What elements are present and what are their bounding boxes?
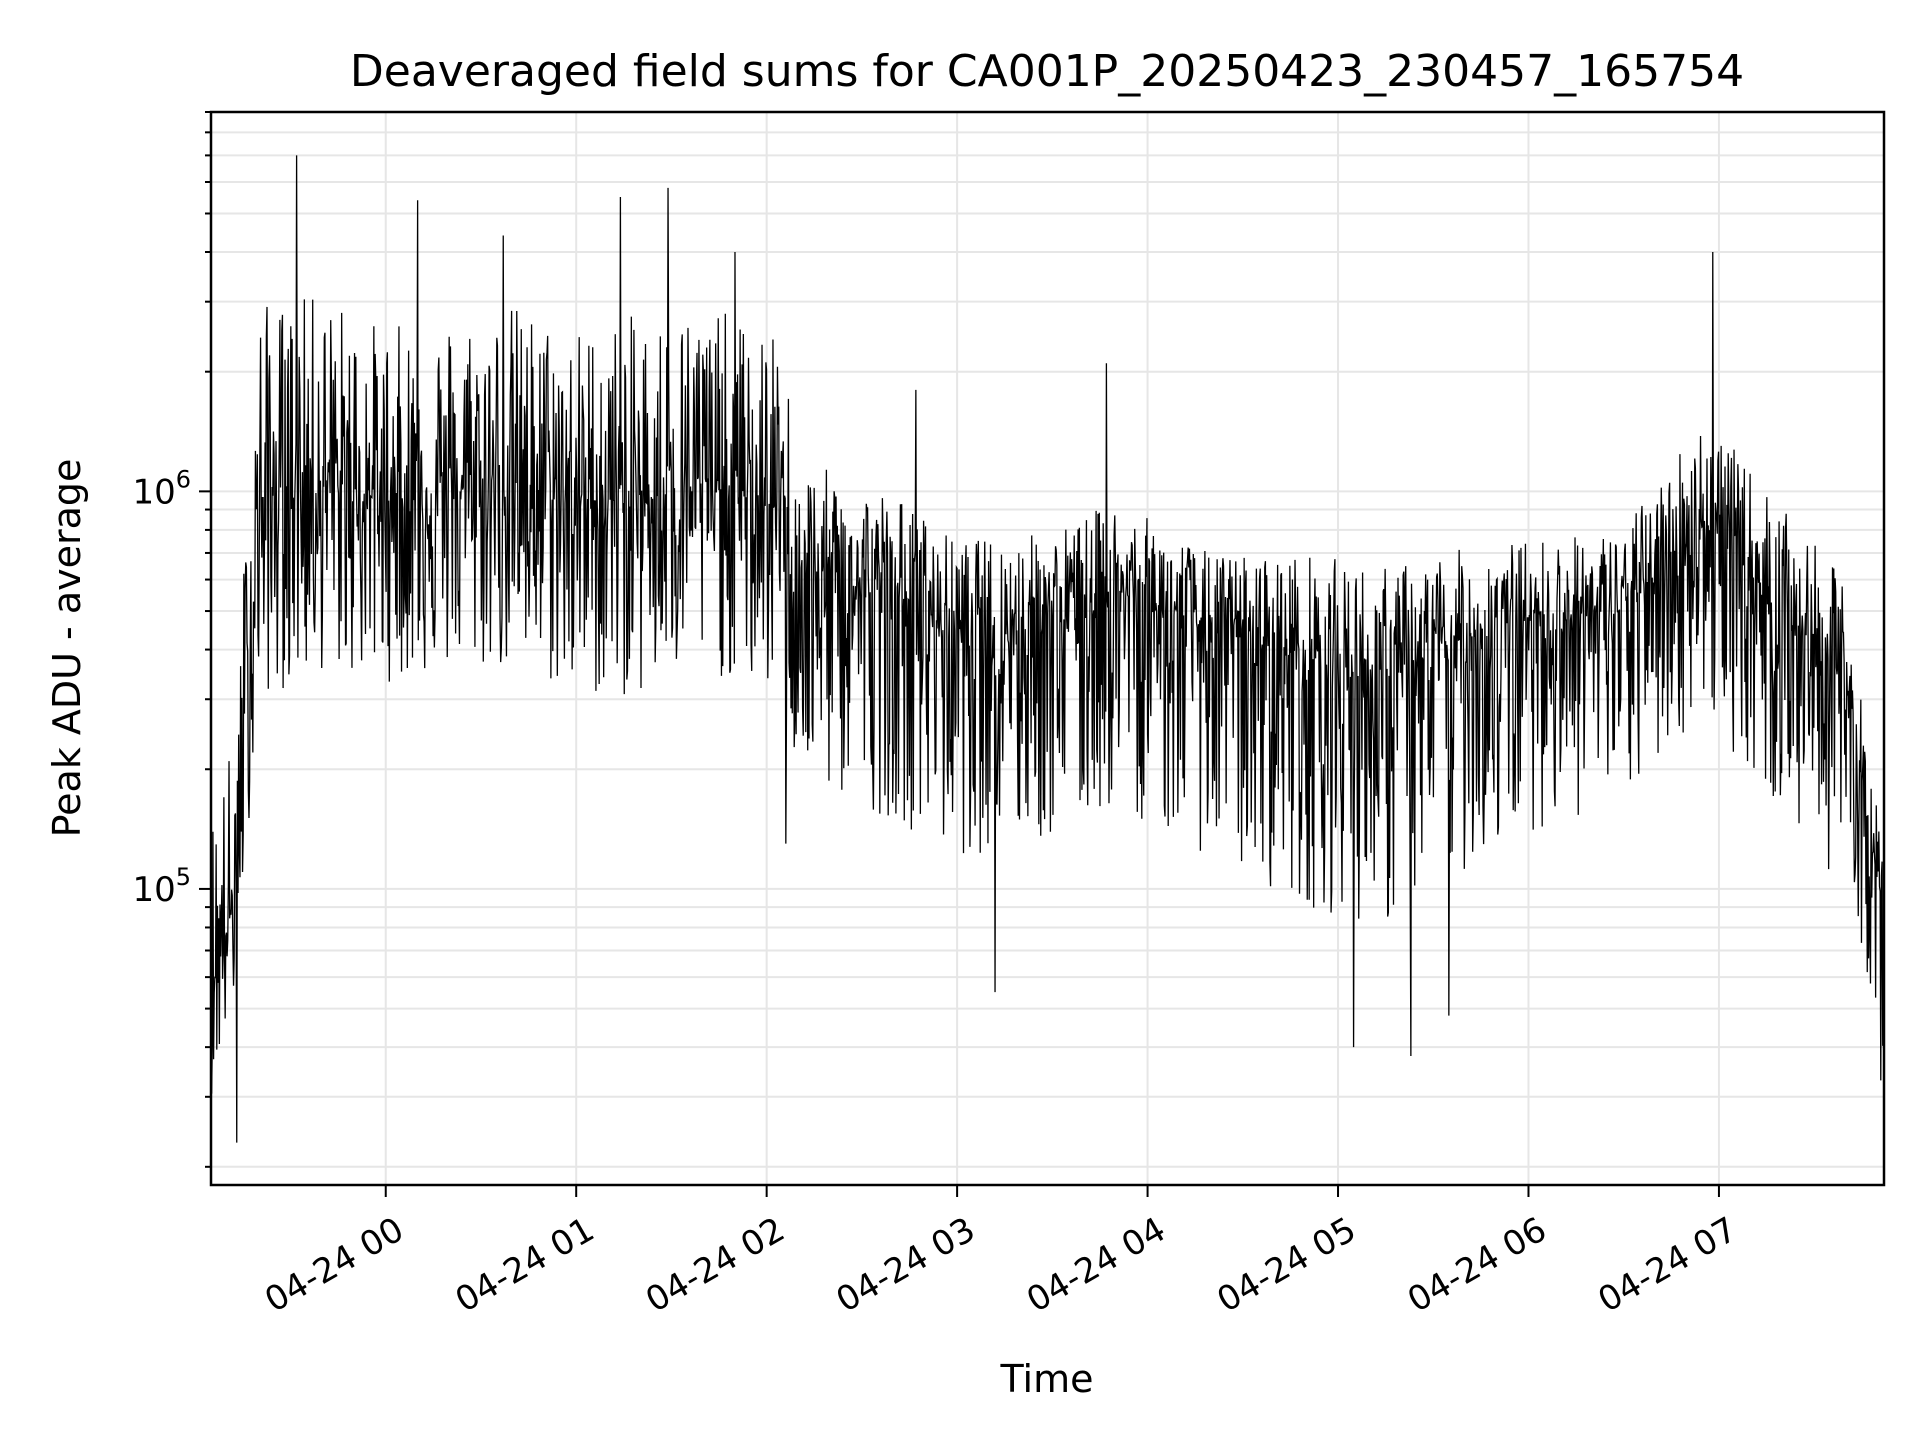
chart-title: Deaveraged field sums for CA001P_2025042… [350,46,1744,97]
y-tick-label: 106 [132,465,191,512]
y-axis-label: Peak ADU - average [45,459,89,838]
x-axis-label: Time [1000,1357,1094,1401]
series-path [210,155,1885,1143]
y-tick-label: 105 [132,863,191,910]
series-line [210,155,1885,1143]
plot-frame [209,110,1886,1187]
